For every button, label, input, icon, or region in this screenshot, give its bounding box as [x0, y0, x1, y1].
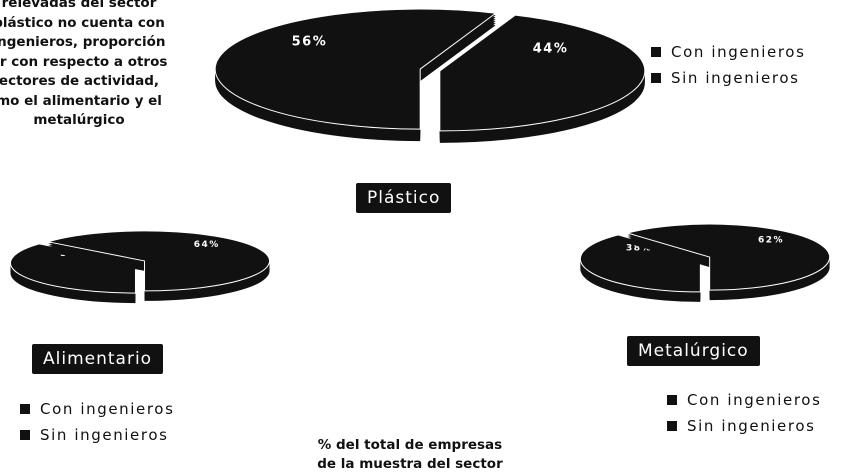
- intro-line: ingenieros, proporción: [0, 34, 166, 50]
- intro-line: plástico no cuenta con: [0, 14, 165, 31]
- pie-slice-label: 44%: [533, 42, 569, 57]
- legend-swatch: [651, 47, 661, 57]
- legend-item: Sin ingenieros: [651, 65, 805, 91]
- pie-slice-top: [10, 243, 136, 294]
- legend-swatch: [651, 73, 661, 83]
- intro-line: relevadas del sector: [1, 0, 157, 11]
- legend-swatch: [20, 430, 30, 440]
- chart-title-metalurgico: Metalúrgico: [627, 336, 760, 366]
- pie-slice-label: 62%: [758, 235, 784, 245]
- legend-swatch: [667, 421, 677, 431]
- footnote: % del total de empresas de la muestra de…: [280, 436, 540, 474]
- legend-label: Con ingenieros: [671, 43, 806, 61]
- legend-swatch: [667, 395, 677, 405]
- footnote-line: % del total de empresas: [317, 437, 503, 453]
- legend-item: Con ingenieros: [667, 387, 821, 413]
- intro-line: metalúrgico: [33, 112, 125, 128]
- legend-label: Con ingenieros: [40, 400, 175, 418]
- legend-item: Sin ingenieros: [667, 413, 821, 439]
- pie-slice-top: [579, 234, 701, 293]
- pie-slice: [214, 8, 497, 142]
- legend-alimentario: Con ingenieros Sin ingenieros: [20, 396, 174, 448]
- pie-slice-label: 64%: [194, 240, 220, 250]
- pie-slice-label: 38%: [626, 243, 652, 253]
- legend-plastico: Con ingenieros Sin ingenieros: [651, 39, 805, 91]
- intro-text: relevadas del sector plástico no cuenta …: [0, 0, 204, 131]
- chart-title-plastico: Plástico: [356, 183, 452, 213]
- pie-slice-top: [214, 8, 497, 130]
- pie-slice: [625, 223, 831, 301]
- legend-label: Sin ingenieros: [687, 417, 816, 435]
- pie-slice-label: 56%: [292, 34, 328, 49]
- pie-slice: [48, 230, 271, 301]
- pie-slice-top: [439, 14, 646, 132]
- pie-slice: [579, 234, 701, 302]
- legend-item: Sin ingenieros: [20, 422, 174, 448]
- legend-metalurgico: Con ingenieros Sin ingenieros: [667, 387, 821, 439]
- chart-title-alimentario: Alimentario: [32, 344, 164, 374]
- intro-line: or con respecto a otros: [0, 53, 168, 70]
- pie-slice: [439, 14, 646, 143]
- legend-item: Con ingenieros: [20, 396, 174, 422]
- pie-slice: [10, 243, 136, 304]
- legend-label: Sin ingenieros: [40, 426, 169, 444]
- legend-label: Sin ingenieros: [671, 69, 800, 87]
- intro-line: mo el alimentario y el: [0, 92, 162, 109]
- legend-label: Con ingenieros: [687, 391, 822, 409]
- legend-item: Con ingenieros: [651, 39, 805, 65]
- pie-slice-top: [625, 223, 831, 291]
- footnote-line: de la muestra del sector: [317, 456, 503, 472]
- intro-line: ectores de actividad,: [0, 73, 160, 89]
- pie-slice-top: [48, 230, 271, 292]
- legend-swatch: [20, 404, 30, 414]
